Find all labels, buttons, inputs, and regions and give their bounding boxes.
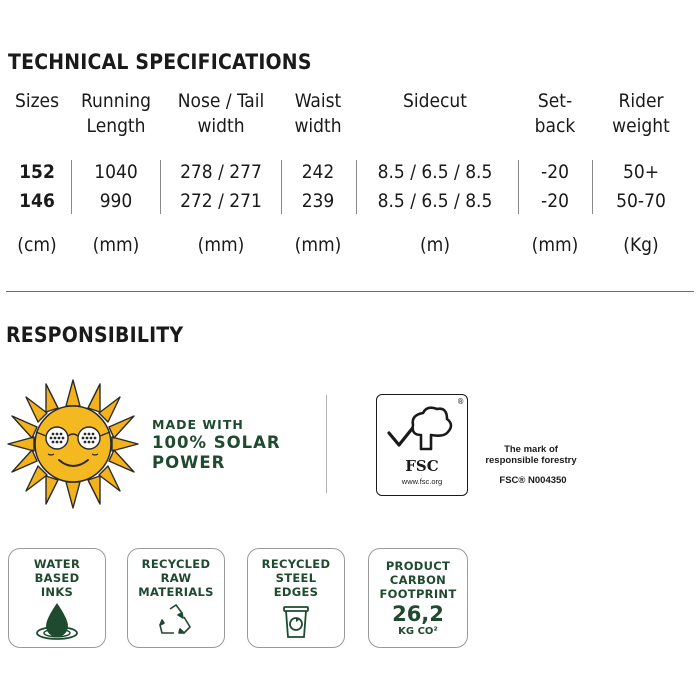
carbon-footprint-badge: PRODUCT CARBON FOOTPRINT 26,2 KG CO² bbox=[368, 548, 468, 648]
carbon-footprint-value: 26,2 bbox=[392, 602, 444, 626]
cell-size: 146 bbox=[19, 190, 55, 212]
column-divider bbox=[356, 160, 357, 214]
unit-label: (Kg) bbox=[623, 234, 659, 256]
carbon-footprint-unit: KG CO² bbox=[398, 626, 438, 637]
cell-setback: -20 bbox=[541, 190, 569, 212]
solar-power-label: MADE WITH 100% SOLAR POWER bbox=[152, 417, 281, 472]
cell-sidecut: 8.5 / 6.5 / 8.5 bbox=[377, 190, 493, 212]
header-running-length: Running Length bbox=[81, 90, 151, 137]
cell-running-length: 1040 bbox=[94, 161, 138, 183]
recycled-steel-edges-badge: RECYCLED STEEL EDGES bbox=[247, 548, 345, 648]
column-divider bbox=[592, 160, 593, 214]
fsc-mark-description: The mark of responsible forestry bbox=[485, 444, 577, 466]
cell-waist: 242 bbox=[301, 161, 335, 183]
header-nose-tail-width: Nose / Tail width bbox=[177, 90, 265, 137]
water-based-inks-badge: WATER BASED INKS bbox=[8, 548, 106, 648]
specs-title: TECHNICAL SPECIFICATIONS bbox=[8, 50, 312, 74]
cell-setback: -20 bbox=[541, 161, 569, 183]
unit-label: (mm) bbox=[531, 234, 579, 256]
header-setback: Set-back bbox=[534, 90, 576, 137]
cell-rider-weight: 50-70 bbox=[616, 190, 666, 212]
header-waist-width: Waist width bbox=[294, 90, 342, 137]
cell-rider-weight: 50+ bbox=[622, 161, 660, 183]
water-drop-icon bbox=[36, 603, 78, 640]
unit-label: (mm) bbox=[92, 234, 140, 256]
cell-running-length: 990 bbox=[99, 190, 133, 212]
recycle-bin-icon bbox=[283, 606, 309, 638]
fsc-license-code: FSC® N004350 bbox=[499, 475, 567, 486]
responsibility-title: RESPONSIBILITY bbox=[6, 323, 184, 347]
column-divider bbox=[71, 160, 72, 214]
cell-sidecut: 8.5 / 6.5 / 8.5 bbox=[377, 161, 493, 183]
fsc-logo: ® FSC www.fsc.org bbox=[376, 394, 468, 496]
header-sidecut: Sidecut bbox=[403, 90, 467, 112]
column-divider bbox=[281, 160, 282, 214]
cell-waist: 239 bbox=[301, 190, 335, 212]
fsc-logo-text: FSC bbox=[405, 457, 439, 475]
header-rider-weight: Rider weight bbox=[612, 90, 670, 137]
recycle-icon bbox=[159, 604, 191, 634]
cell-size: 152 bbox=[19, 161, 55, 183]
cell-nose-tail: 278 / 277 bbox=[180, 161, 262, 183]
fsc-tree-checkmark-icon bbox=[387, 406, 453, 451]
column-divider bbox=[160, 160, 161, 214]
unit-label: (cm) bbox=[17, 234, 57, 256]
unit-label: (mm) bbox=[197, 234, 245, 256]
sun-mascot-icon bbox=[4, 376, 142, 512]
fsc-registered-mark: ® bbox=[457, 397, 465, 406]
fsc-url: www.fsc.org bbox=[401, 477, 443, 486]
column-divider bbox=[518, 160, 519, 214]
unit-label: (m) bbox=[420, 234, 450, 256]
header-sizes: Sizes bbox=[14, 90, 59, 112]
cell-nose-tail: 272 / 271 bbox=[180, 190, 262, 212]
solar-fsc-divider bbox=[326, 395, 327, 493]
recycled-raw-materials-badge: RECYCLED RAW MATERIALS bbox=[127, 548, 225, 648]
section-divider bbox=[6, 291, 694, 292]
unit-label: (mm) bbox=[294, 234, 342, 256]
